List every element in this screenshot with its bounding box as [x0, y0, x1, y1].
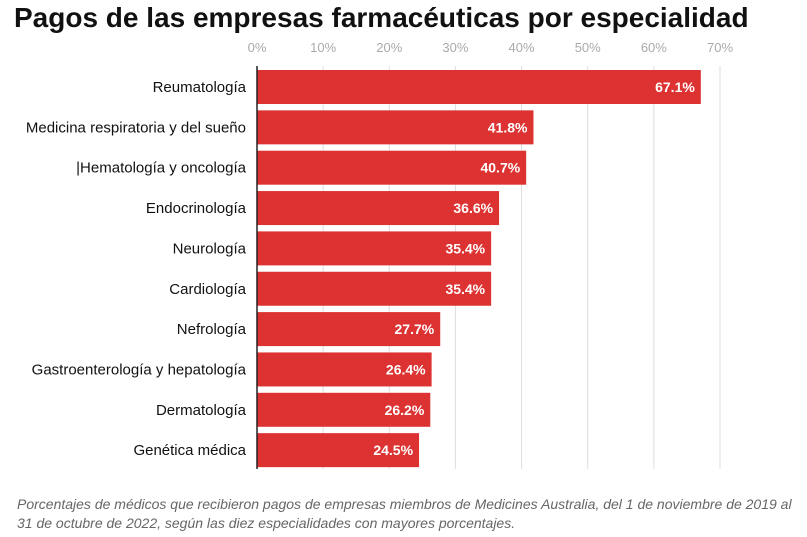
x-tick-label: 20%: [376, 40, 402, 55]
bar: [257, 110, 534, 145]
category-label: |Hematología y oncología: [76, 160, 246, 177]
value-label: 26.4%: [386, 361, 426, 377]
bar: [257, 392, 431, 427]
bars: [257, 70, 701, 468]
bar-chart: 0% 10% 20% 30% 40% 50% 60% 70% Reumatología Medi…: [26, 40, 734, 469]
value-label: 26.2%: [385, 402, 425, 418]
bar: [257, 312, 441, 347]
category-label: Endocrinología: [146, 200, 247, 217]
category-label: Medicina respiratoria y del sueño: [26, 119, 246, 136]
chart-caption: Porcentajes de médicos que recibieron pa…: [17, 496, 792, 531]
bar: [257, 433, 420, 468]
x-tick-label: 60%: [641, 40, 667, 55]
bar: [257, 352, 432, 387]
category-label: Dermatología: [156, 402, 247, 419]
value-label: 67.1%: [655, 79, 695, 95]
value-label: 24.5%: [373, 442, 413, 458]
x-tick-label: 10%: [310, 40, 336, 55]
x-tick-label: 40%: [509, 40, 535, 55]
category-label: Genética médica: [133, 442, 246, 459]
x-tick-label: 30%: [442, 40, 468, 55]
bar: [257, 231, 492, 266]
chart-title: Pagos de las empresas farmacéuticas por …: [14, 2, 749, 33]
x-tick-label: 0%: [248, 40, 267, 55]
value-label: 36.6%: [453, 200, 493, 216]
value-labels: 67.1% 41.8% 40.7% 36.6% 35.4% 35.4% 27.7% 26.4%…: [373, 79, 695, 458]
value-label: 35.4%: [445, 281, 485, 297]
category-label: Reumatología: [153, 79, 247, 96]
value-label: 35.4%: [445, 240, 485, 256]
bar: [257, 191, 500, 226]
bar: [257, 271, 492, 306]
value-label: 40.7%: [480, 160, 520, 176]
category-labels: Reumatología Medicina respiratoria y del …: [26, 79, 247, 459]
bar: [257, 150, 527, 185]
category-label: Gastroenterología y hepatología: [32, 361, 247, 378]
value-label: 41.8%: [488, 119, 528, 135]
x-tick-label: 50%: [575, 40, 601, 55]
category-label: Cardiología: [169, 281, 246, 298]
x-tick-label: 70%: [707, 40, 733, 55]
x-axis-ticks: 0% 10% 20% 30% 40% 50% 60% 70%: [248, 40, 734, 55]
bar: [257, 70, 701, 104]
category-label: Nefrología: [177, 321, 247, 338]
category-label: Neurología: [173, 240, 247, 257]
value-label: 27.7%: [395, 321, 435, 337]
